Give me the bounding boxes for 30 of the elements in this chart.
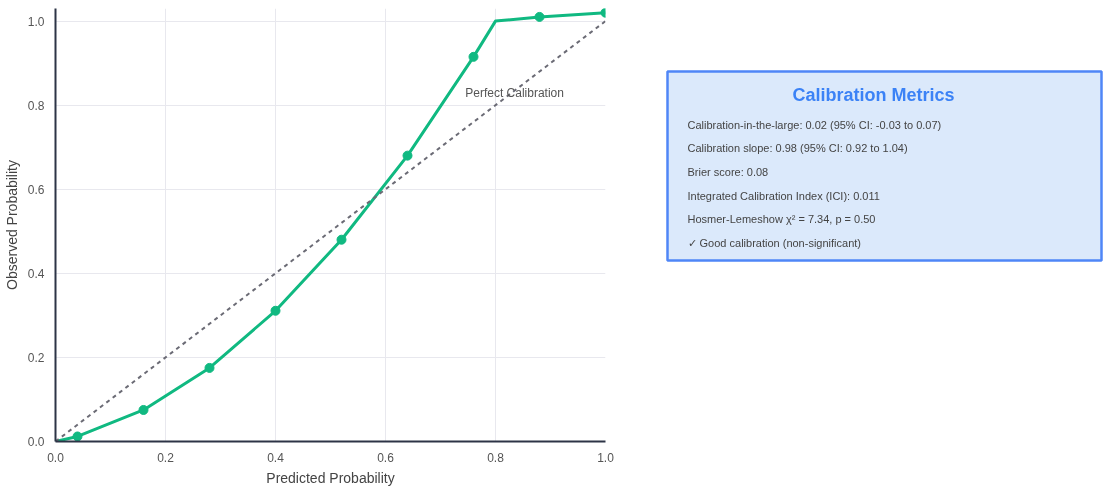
text: Calibration-in-the-large: 0.02 (95% CI: -0.03 to 0.07): [687, 118, 942, 131]
text: ✓ Good calibration (non-significant): [687, 237, 861, 250]
series-label: Perfect Calibration: [465, 85, 564, 100]
point: [72, 431, 83, 442]
point: [336, 234, 347, 245]
point: [138, 404, 149, 415]
x-tick-label: 0.4: [267, 450, 285, 465]
x-axis-title: Predicted Probability: [266, 469, 395, 486]
y-tick-label: 0.4: [27, 266, 45, 281]
text: Hosmer-Lemeshow χ² = 7.34, p = 0.50: [687, 213, 876, 226]
point: [204, 362, 215, 373]
x-tick-label: 0.8: [487, 450, 505, 465]
point: [270, 305, 281, 316]
x-tick-label: 0.0: [47, 450, 65, 465]
x-tick-label: 1.0: [597, 450, 615, 465]
text: Integrated Calibration Index (ICI): 0.011: [687, 189, 880, 202]
y-tick-label: 0.0: [27, 435, 45, 449]
x-tick-label: 0.6: [377, 450, 395, 465]
y-tick-label: 0.6: [27, 182, 45, 197]
point: [468, 51, 479, 62]
text: Brier score: 0.08: [687, 166, 769, 179]
y-axis-title: Observed Probability: [3, 160, 20, 290]
point: [534, 11, 545, 22]
text: Calibration slope: 0.98 (95% CI: 0.92 to 1.04): [687, 142, 908, 155]
y-tick-label: 1.0: [27, 14, 45, 29]
x-tick-label: 0.2: [157, 450, 175, 465]
y-tick-label: 0.8: [27, 98, 45, 113]
point: [402, 150, 413, 161]
text: Calibration Metrics: [792, 85, 955, 106]
y-tick-label: 0.2: [27, 350, 45, 365]
